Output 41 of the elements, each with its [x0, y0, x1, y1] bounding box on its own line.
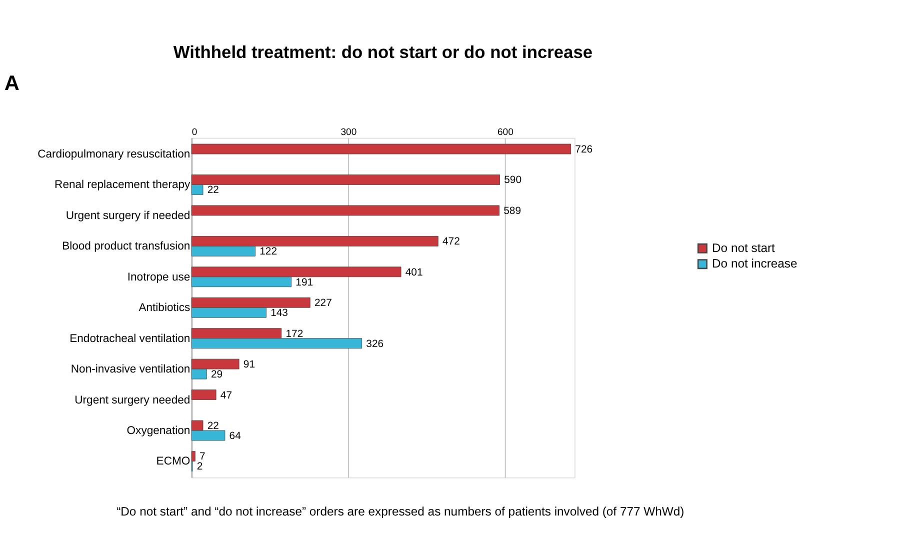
y-tick-label: Urgent surgery if needed — [66, 210, 190, 222]
data-label: 227 — [314, 298, 332, 310]
legend-label: Do not start — [712, 240, 776, 255]
y-tick-label: Oxygenation — [126, 424, 190, 437]
text: A — [4, 72, 20, 95]
y-tick-label: Renal replacement therapy — [54, 179, 191, 192]
x-tick-label: 300 — [340, 126, 357, 138]
y-tick-label: ECMO — [156, 456, 190, 468]
y-tick-label: Non-invasive ventilation — [70, 364, 190, 376]
bar — [191, 144, 572, 154]
data-label: 2 — [196, 462, 203, 473]
chart-title: Withheld treatment: do not start or do not increase — [173, 42, 593, 62]
y-tick-label: Endotracheal ventilation — [70, 332, 190, 345]
data-label: 589 — [504, 206, 522, 217]
y-tick-label: Cardiopulmonary resuscitation — [38, 148, 190, 160]
bar — [191, 390, 216, 400]
data-label: 472 — [442, 236, 460, 248]
data-label: 22 — [207, 420, 220, 432]
data-label: 191 — [296, 277, 314, 288]
bar — [191, 205, 500, 216]
data-label: 47 — [220, 390, 232, 402]
text: “Do not start” and “do not increase” orders are expressed as numbers of patients involved (of 777 WhWd) — [116, 504, 684, 519]
x-tick-label: 600 — [497, 126, 514, 138]
data-label: 7 — [200, 452, 206, 463]
data-label: 64 — [229, 430, 242, 442]
data-label: 326 — [366, 338, 384, 350]
y-tick-label: Antibiotics — [138, 302, 191, 314]
legend-label: Do not increase — [712, 256, 798, 271]
y-tick-label: Urgent surgery needed — [74, 394, 190, 406]
x-tick-label: 0 — [192, 126, 198, 138]
data-label: 22 — [207, 185, 220, 196]
data-label: 172 — [286, 328, 304, 340]
data-label: 91 — [243, 360, 256, 371]
data-label: 401 — [405, 267, 423, 278]
data-label: 143 — [270, 308, 288, 320]
data-label: 29 — [211, 370, 223, 381]
data-label: 590 — [504, 175, 522, 186]
y-tick-label: Inotrope use — [127, 271, 190, 284]
data-label: 726 — [575, 144, 593, 156]
y-tick-label: Blood product transfusion — [62, 240, 190, 253]
data-label: 122 — [260, 246, 278, 258]
